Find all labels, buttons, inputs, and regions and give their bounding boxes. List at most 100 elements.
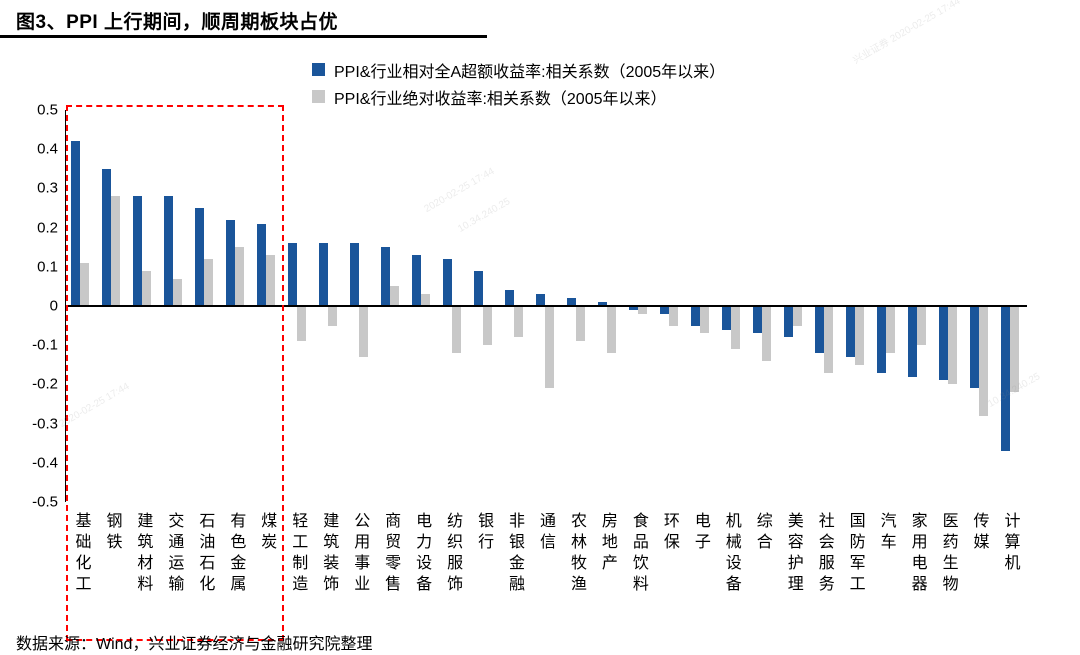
bar-excess bbox=[752, 306, 762, 334]
x-category-label: 有色金属 bbox=[227, 512, 245, 596]
x-category-label: 非银金融 bbox=[506, 512, 524, 596]
y-tick-label: -0.3 bbox=[32, 415, 58, 433]
x-category-label: 农林牧渔 bbox=[567, 512, 585, 596]
x-category-label: 食品饮料 bbox=[629, 512, 647, 596]
bar-absolute bbox=[1009, 306, 1019, 393]
bar-absolute bbox=[606, 306, 616, 354]
x-category-label: 公用事业 bbox=[351, 512, 369, 596]
bar-excess bbox=[505, 290, 515, 306]
bar-absolute bbox=[452, 306, 462, 354]
title-divider bbox=[0, 35, 487, 38]
bar-absolute bbox=[575, 306, 585, 342]
y-tick-label: 0.4 bbox=[37, 140, 58, 158]
bar-absolute bbox=[514, 306, 524, 338]
bar-excess bbox=[350, 243, 360, 306]
bar-excess bbox=[412, 255, 422, 306]
bar-excess bbox=[659, 306, 669, 314]
bar-excess bbox=[566, 298, 576, 306]
legend-label-absolute-return: PPI&行业绝对收益率:相关系数（2005年以来） bbox=[334, 90, 667, 108]
x-category-label: 建筑装饰 bbox=[320, 512, 338, 596]
bar-excess bbox=[969, 306, 979, 389]
bar-excess bbox=[1000, 306, 1010, 452]
x-category-label: 医药生物 bbox=[939, 512, 957, 596]
bar-excess bbox=[876, 306, 886, 373]
y-tick-label: 0.1 bbox=[37, 258, 58, 276]
x-category-label: 汽车 bbox=[877, 512, 895, 554]
x-category-label: 电力设备 bbox=[413, 512, 431, 596]
x-category-label: 银行 bbox=[475, 512, 493, 554]
bar-excess bbox=[783, 306, 793, 338]
bar-absolute bbox=[916, 306, 926, 346]
y-tick-label: 0 bbox=[49, 297, 58, 315]
x-category-label: 轻工制造 bbox=[289, 512, 307, 596]
bar-absolute bbox=[637, 306, 647, 314]
y-tick-label: 0.2 bbox=[37, 219, 58, 237]
y-tick-label: 0.3 bbox=[37, 179, 58, 197]
bar-absolute bbox=[699, 306, 709, 334]
bar-excess bbox=[257, 223, 267, 306]
figure-title: 图3、PPI 上行期间，顺周期板块占优 bbox=[16, 12, 338, 33]
x-category-label: 机械设备 bbox=[722, 512, 740, 596]
bar-absolute bbox=[947, 306, 957, 385]
y-tick-label: -0.1 bbox=[32, 336, 58, 354]
bar-plot-area bbox=[65, 110, 1025, 502]
bar-excess bbox=[845, 306, 855, 357]
x-category-label: 纺织服饰 bbox=[444, 512, 462, 596]
legend-swatch-gray bbox=[312, 90, 325, 103]
x-category-label: 煤炭 bbox=[258, 512, 276, 554]
bar-absolute bbox=[80, 262, 90, 306]
bar-excess bbox=[814, 306, 824, 354]
x-category-label: 美容护理 bbox=[784, 512, 802, 596]
bar-excess bbox=[102, 168, 112, 306]
legend-item-absolute-return: PPI&行业绝对收益率:相关系数（2005年以来） bbox=[312, 83, 725, 110]
bar-excess bbox=[133, 196, 143, 306]
x-category-label: 通信 bbox=[537, 512, 554, 554]
legend-swatch-blue bbox=[312, 63, 325, 76]
bar-excess bbox=[226, 219, 236, 306]
bar-excess bbox=[288, 243, 298, 306]
bar-absolute bbox=[823, 306, 833, 373]
x-category-label: 钢铁 bbox=[103, 512, 121, 554]
bar-absolute bbox=[761, 306, 771, 361]
bar-absolute bbox=[173, 278, 183, 306]
zero-baseline bbox=[65, 305, 1027, 307]
watermark-text: 兴业证券 2020-02-25 17:44 bbox=[851, 0, 963, 67]
bar-excess bbox=[907, 306, 917, 377]
x-category-label: 国防军工 bbox=[846, 512, 864, 596]
y-tick-label: -0.4 bbox=[32, 454, 58, 472]
bar-absolute bbox=[390, 286, 400, 306]
x-category-label: 传媒 bbox=[970, 512, 988, 554]
bar-absolute bbox=[359, 306, 369, 357]
x-category-label: 交通运输 bbox=[165, 512, 183, 596]
x-category-label: 社会服务 bbox=[815, 512, 833, 596]
x-category-label: 房地产 bbox=[598, 512, 616, 575]
bar-excess bbox=[164, 196, 174, 306]
x-axis-category-labels: 基础化工 钢铁 建筑材料 交通运输 石油石化 有色金属 煤炭 轻工制造 建筑装饰 公用事业 商贸零售… bbox=[65, 512, 1025, 642]
bar-absolute bbox=[111, 196, 121, 306]
x-category-label: 环保 bbox=[660, 512, 678, 554]
bar-excess bbox=[536, 294, 545, 306]
bar-excess bbox=[195, 208, 205, 306]
bar-absolute bbox=[854, 306, 864, 365]
bar-absolute bbox=[204, 258, 214, 306]
bar-excess bbox=[690, 306, 700, 326]
x-category-label: 建筑材料 bbox=[134, 512, 152, 596]
bar-excess bbox=[938, 306, 948, 381]
bar-excess bbox=[597, 302, 607, 306]
chart-legend: PPI&行业相对全A超额收益率:相关系数（2005年以来） PPI&行业绝对收益… bbox=[312, 56, 725, 110]
legend-item-excess-return: PPI&行业相对全A超额收益率:相关系数（2005年以来） bbox=[312, 56, 725, 83]
bar-absolute bbox=[266, 255, 276, 306]
bar-absolute bbox=[421, 294, 431, 306]
x-category-label: 基础化工 bbox=[72, 512, 90, 596]
procyclical-highlight-box bbox=[66, 105, 285, 641]
legend-label-excess-return: PPI&行业相对全A超额收益率:相关系数（2005年以来） bbox=[334, 63, 726, 81]
bar-absolute bbox=[297, 306, 307, 342]
y-tick-label: -0.2 bbox=[32, 375, 58, 393]
x-category-label: 计算机 bbox=[1001, 512, 1019, 575]
y-tick-label: 0.5 bbox=[37, 101, 58, 119]
bar-excess bbox=[474, 270, 484, 306]
x-category-label: 石油石化 bbox=[196, 512, 214, 596]
x-category-label: 商贸零售 bbox=[382, 512, 400, 596]
y-tick-label: -0.5 bbox=[32, 493, 58, 511]
bar-absolute bbox=[483, 306, 493, 346]
